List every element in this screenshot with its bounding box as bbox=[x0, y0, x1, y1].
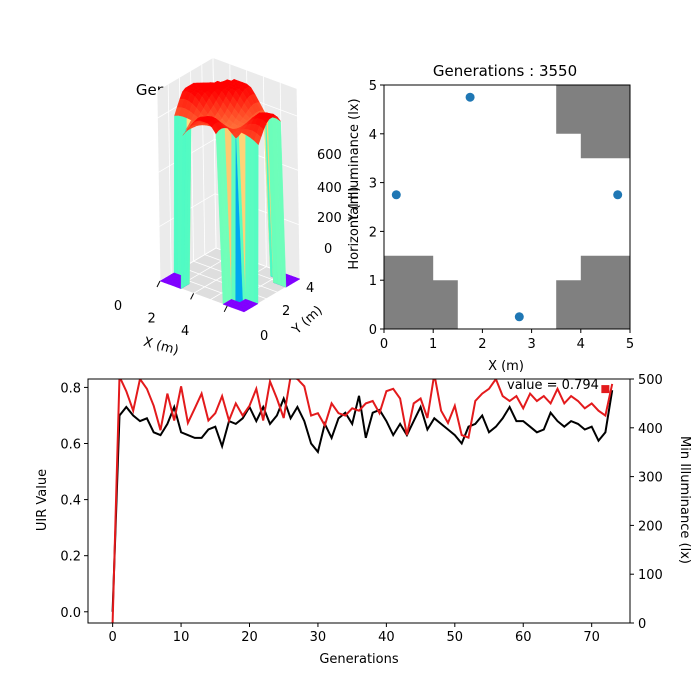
generation-line-plot: 0 10 20 30 40 50 60 70 0.0 0.2 0.4 0.6 0.8 0 100 200 300… bbox=[35, 373, 692, 667]
pane-grid-line bbox=[156, 90, 161, 282]
surface-y-tick-label: 2 bbox=[282, 304, 290, 319]
y2-tick-label: 100 bbox=[638, 568, 663, 583]
x-tick-label: 30 bbox=[310, 630, 327, 645]
y-tick-label: 0.0 bbox=[60, 606, 81, 621]
uir-value-line bbox=[111, 390, 614, 612]
scatter-x-tick-label: 3 bbox=[527, 337, 535, 352]
luminaire-point bbox=[465, 92, 475, 102]
scatter-y-axis-label-overlap: Y (m) bbox=[347, 187, 362, 223]
y2-tick-label: 200 bbox=[638, 519, 663, 534]
surface-x-axis-label: X (m) bbox=[142, 335, 181, 359]
y-tick-label: 0.2 bbox=[60, 550, 81, 565]
layout-scatter-plot: Generations : 3550 0 1 2 3 4 5 0 1 2 3 4 5 X (m) Ho… bbox=[347, 62, 634, 374]
surface-cell bbox=[245, 134, 251, 301]
y2-tick-label: 500 bbox=[638, 373, 663, 388]
scatter-y-tick-label: 4 bbox=[369, 128, 377, 143]
surface-cell bbox=[231, 133, 237, 302]
surface-y-axis-label: Y (m) bbox=[289, 303, 326, 338]
line-x-axis-label: Generations bbox=[319, 652, 399, 667]
surface-cell bbox=[173, 115, 179, 275]
pane-grid-line bbox=[296, 88, 301, 280]
obstacle-region bbox=[556, 85, 630, 159]
surface-z-tick-label: 600 bbox=[317, 148, 342, 163]
line-y-axis-label: UIR Value bbox=[35, 469, 50, 531]
value-annotation: value = 0.794 bbox=[507, 378, 599, 393]
surface-x-tick-mark bbox=[190, 293, 195, 300]
min-illuminance-line bbox=[111, 379, 614, 623]
scatter-x-tick-label: 2 bbox=[478, 337, 486, 352]
x-tick-label: 50 bbox=[447, 630, 464, 645]
surface-x-tick-label: 4 bbox=[181, 324, 189, 339]
scatter-x-tick-label: 5 bbox=[626, 337, 634, 352]
x-tick-label: 10 bbox=[173, 630, 190, 645]
scatter-y-tick-label: 0 bbox=[369, 323, 377, 338]
surface-y-tick-label: 0 bbox=[260, 329, 268, 344]
scatter-y-tick-label: 2 bbox=[369, 225, 377, 240]
y2-tick-label: 400 bbox=[638, 422, 663, 437]
scatter-y-axis-label: Horizontal Illuminance (lx) bbox=[347, 98, 362, 269]
luminaire-point bbox=[613, 190, 623, 200]
line-y2-axis-label: Min Illuminance (lx) bbox=[677, 436, 692, 564]
y-tick-label: 0.6 bbox=[60, 438, 81, 453]
scatter-y-tick-label: 3 bbox=[369, 177, 377, 192]
end-marker bbox=[601, 385, 610, 394]
scatter-x-tick-label: 4 bbox=[577, 337, 585, 352]
pane-grid-line bbox=[263, 76, 267, 267]
y-tick-label: 0.4 bbox=[60, 494, 81, 509]
pane-grid-line bbox=[167, 84, 172, 275]
obstacle-region bbox=[556, 255, 630, 329]
scatter-x-axis-label: X (m) bbox=[488, 359, 524, 374]
illuminance-surface bbox=[159, 79, 301, 313]
scatter-title: Generations : 3550 bbox=[433, 62, 577, 80]
luminaire-point bbox=[391, 190, 401, 200]
surface-z-tick-label: 400 bbox=[317, 181, 342, 196]
surface-cell bbox=[239, 308, 248, 313]
x-tick-label: 60 bbox=[515, 630, 532, 645]
obstacle-region bbox=[384, 255, 458, 329]
surface-x-tick-label: 2 bbox=[147, 311, 155, 326]
x-tick-label: 20 bbox=[241, 630, 258, 645]
surface-x-tick-mark bbox=[156, 280, 161, 288]
y-tick-label: 0.8 bbox=[60, 381, 81, 396]
luminaire-point bbox=[514, 312, 524, 322]
surface-x-tick-label: 0 bbox=[114, 299, 122, 314]
x-tick-label: 40 bbox=[378, 630, 395, 645]
surface-z-tick-label: 0 bbox=[324, 242, 332, 257]
y2-tick-label: 300 bbox=[638, 471, 663, 486]
scatter-y-tick-label: 1 bbox=[369, 274, 377, 289]
scatter-plot-frame bbox=[383, 84, 631, 330]
line-plot-frame bbox=[87, 378, 631, 624]
scatter-x-tick-label: 0 bbox=[380, 337, 388, 352]
surface-cell bbox=[249, 137, 255, 303]
surface-x-tick-mark bbox=[223, 305, 228, 313]
scatter-y-tick-label: 5 bbox=[369, 79, 377, 94]
x-tick-label: 0 bbox=[108, 630, 116, 645]
surface-y-tick-label: 4 bbox=[306, 281, 314, 296]
y2-tick-label: 0 bbox=[638, 617, 646, 632]
surface-z-tick-label: 200 bbox=[317, 211, 342, 226]
x-tick-label: 70 bbox=[583, 630, 600, 645]
scatter-x-tick-label: 1 bbox=[429, 337, 437, 352]
surface-cell bbox=[253, 140, 259, 305]
